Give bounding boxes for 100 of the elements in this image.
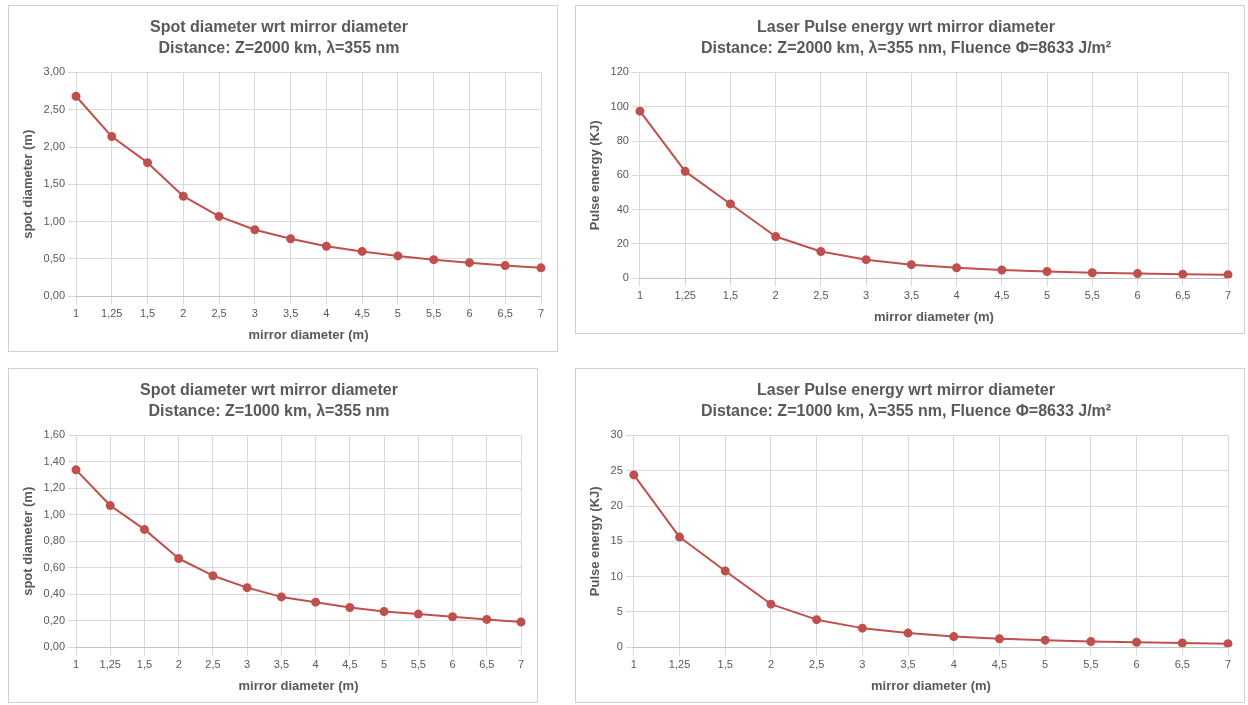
- point: [429, 255, 439, 265]
- point: [250, 225, 260, 235]
- point: [448, 612, 458, 622]
- y-tick-label: 1,00: [43, 507, 66, 520]
- point: [1223, 270, 1233, 279]
- y-tick-label: 0,00: [43, 640, 66, 653]
- x-tick-label: 7: [1224, 288, 1232, 301]
- chart-subtitle: Distance: Z=1000 km, λ=355 nm: [148, 402, 390, 420]
- y-tick-label: 1,00: [43, 214, 66, 227]
- point: [861, 255, 871, 265]
- chart-subtitle: Distance: Z=2000 km, λ=355 nm, Fluence Φ=8633 J/m²: [700, 39, 1112, 57]
- y-tick-label: 40: [616, 202, 629, 215]
- y-tick-label: 80: [616, 134, 629, 147]
- x-tick-label: 3: [859, 657, 866, 670]
- x-tick-label: 2,5: [211, 306, 227, 319]
- point: [1133, 269, 1143, 279]
- x-tick-label: 1,25: [668, 657, 691, 670]
- x-tick-label: 5,5: [410, 657, 426, 670]
- y-tick-label: 1,50: [43, 177, 66, 190]
- x-tick-label: 1: [630, 657, 637, 670]
- point: [903, 628, 913, 638]
- x-tick-label: 5: [394, 306, 401, 319]
- point: [143, 158, 153, 168]
- x-tick-label: 7: [1224, 657, 1232, 670]
- x-tick-label: 6,5: [1174, 657, 1190, 670]
- y-tick-label: 2,50: [43, 102, 66, 115]
- y-tick-label: 0,80: [43, 534, 66, 547]
- chart-subtitle: Distance: Z=2000 km, λ=355 nm: [158, 39, 400, 57]
- point: [949, 632, 959, 642]
- x-tick-label: 4,5: [354, 306, 370, 319]
- point: [629, 470, 639, 480]
- point: [635, 106, 645, 116]
- y-tick-label: 2,00: [43, 140, 66, 153]
- chart-title: Laser Pulse energy wrt mirror diameter: [757, 381, 1055, 399]
- y-axis-title: Pulse energy (KJ): [587, 486, 603, 597]
- x-tick-label: 1: [72, 306, 80, 319]
- y-tick-label: 5: [616, 604, 623, 617]
- point: [214, 211, 224, 221]
- y-tick-label: 1,60: [43, 428, 66, 441]
- x-axis-title: mirror diameter (m): [238, 677, 359, 693]
- chart-title: Spot diameter wrt mirror diameter: [140, 381, 398, 399]
- point: [766, 599, 776, 609]
- x-tick-label: 3,5: [273, 657, 290, 670]
- y-tick-label: 15: [610, 534, 623, 547]
- point: [906, 260, 916, 270]
- point: [675, 532, 685, 542]
- x-tick-label: 5,5: [1084, 288, 1100, 301]
- x-tick-label: 6: [466, 306, 473, 319]
- point: [321, 241, 331, 251]
- point: [857, 623, 867, 633]
- x-tick-label: 1: [72, 657, 80, 670]
- x-tick-label: 2,5: [205, 657, 221, 670]
- point: [1040, 635, 1050, 645]
- point: [208, 571, 218, 581]
- x-tick-label: 1,5: [717, 657, 733, 670]
- x-tick-label: 3,5: [903, 288, 920, 301]
- point: [242, 583, 252, 593]
- point: [1178, 269, 1188, 279]
- point: [174, 554, 184, 564]
- point: [107, 132, 117, 142]
- x-tick-label: 6: [1134, 288, 1141, 301]
- y-tick-label: 10: [610, 569, 623, 582]
- y-axis-title: spot diameter (m): [20, 486, 36, 596]
- point: [71, 91, 81, 101]
- point: [536, 263, 546, 273]
- x-tick-label: 1,25: [674, 288, 696, 301]
- x-tick-label: 4: [323, 306, 330, 319]
- y-tick-label: 0,60: [43, 560, 66, 573]
- y-tick-label: 20: [616, 236, 629, 249]
- y-axis-title: spot diameter (m): [20, 129, 36, 239]
- y-tick-label: 0,20: [43, 613, 66, 626]
- x-tick-label: 6,5: [1175, 288, 1191, 301]
- x-tick-label: 4: [312, 657, 319, 670]
- point: [1177, 638, 1187, 648]
- y-tick-label: 100: [610, 99, 629, 112]
- y-tick-label: 0,50: [43, 251, 66, 264]
- point: [357, 246, 367, 256]
- point: [1132, 637, 1142, 647]
- point: [482, 614, 492, 624]
- x-tick-label: 1,5: [722, 288, 739, 301]
- x-tick-label: 5: [381, 657, 388, 670]
- point: [720, 566, 730, 576]
- point: [812, 615, 822, 625]
- x-tick-label: 2: [180, 306, 187, 319]
- point: [71, 465, 81, 475]
- y-tick-label: 120: [610, 65, 629, 78]
- y-tick-label: 60: [616, 168, 629, 181]
- point: [345, 602, 355, 612]
- point: [379, 606, 389, 616]
- y-tick-label: 0,00: [43, 289, 66, 302]
- y-tick-label: 30: [610, 428, 623, 441]
- point: [286, 234, 296, 244]
- x-tick-label: 4,5: [991, 657, 1008, 670]
- x-tick-label: 5: [1042, 657, 1049, 670]
- y-tick-label: 0: [616, 640, 623, 653]
- x-tick-label: 3: [244, 657, 251, 670]
- y-tick-label: 20: [610, 499, 623, 512]
- point: [1223, 639, 1233, 648]
- point: [994, 634, 1004, 644]
- point: [1086, 637, 1096, 647]
